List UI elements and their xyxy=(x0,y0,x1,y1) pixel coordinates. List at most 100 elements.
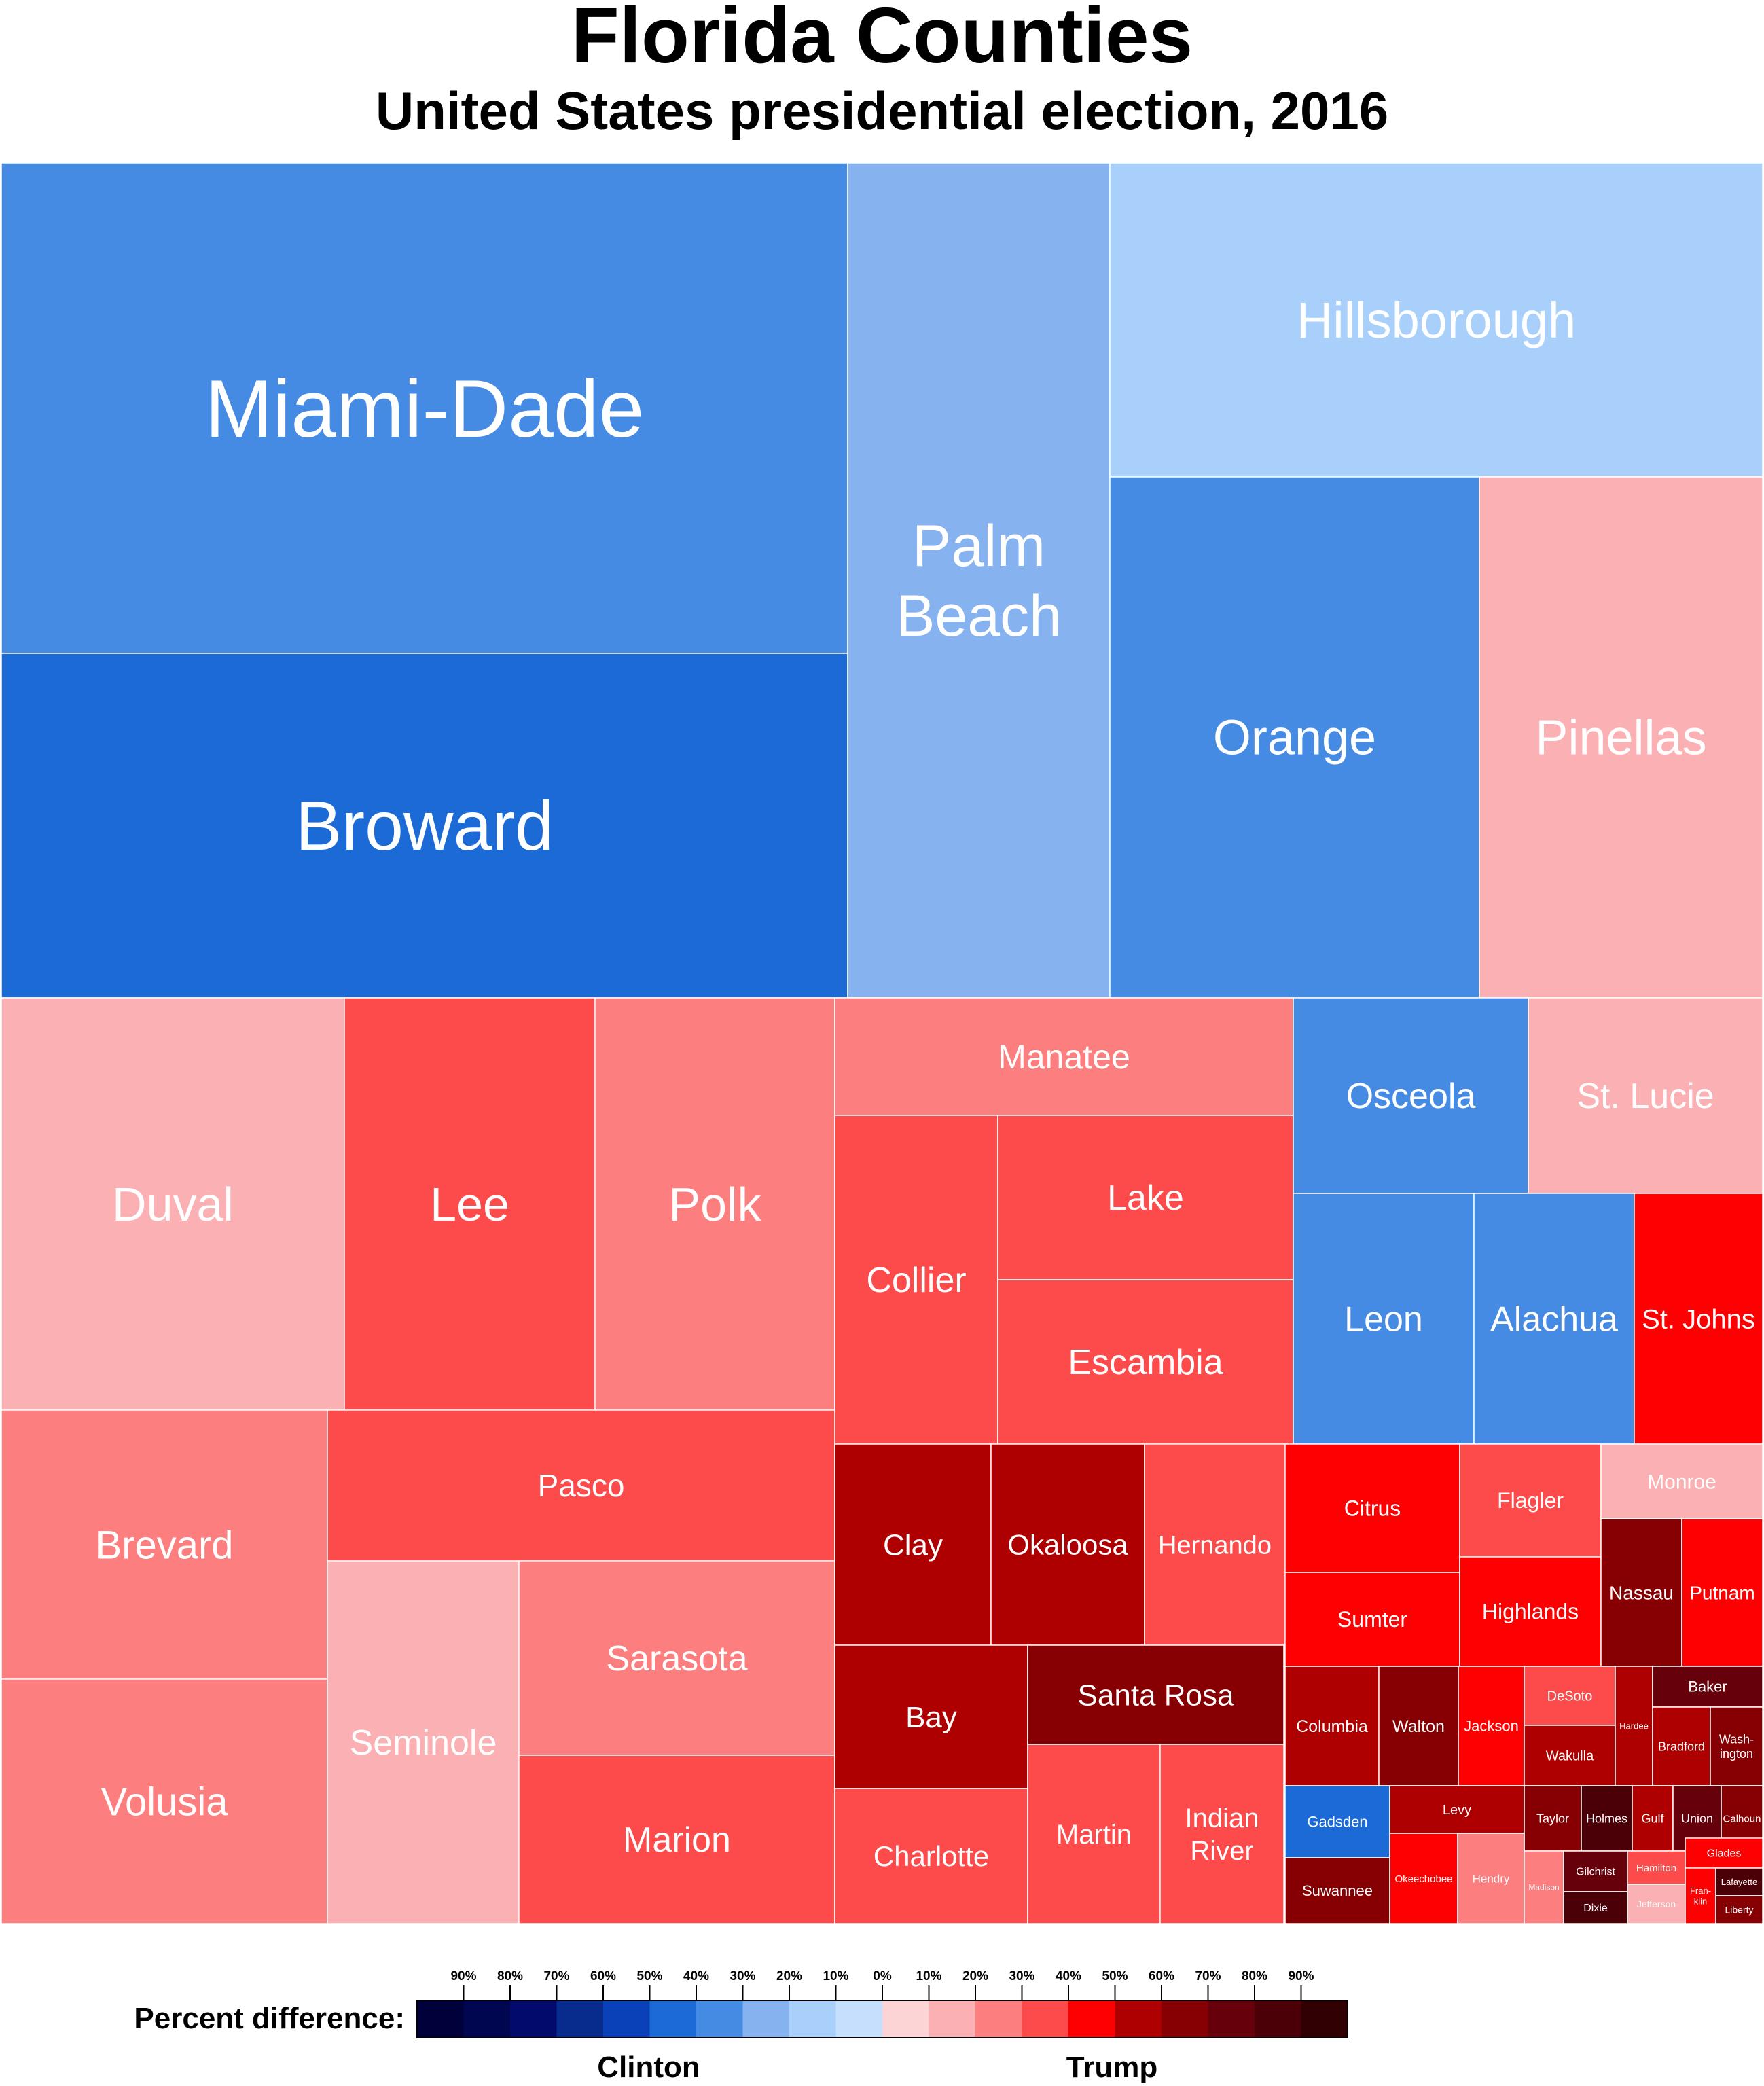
county-cell-pasco xyxy=(327,1409,835,1562)
legend-tick-label-2: 70% xyxy=(543,1969,569,1983)
county-cell-clay xyxy=(834,1443,992,1646)
legend-tick-label-12: 30% xyxy=(1009,1969,1034,1983)
legend-tick-label-0: 90% xyxy=(450,1969,476,1983)
county-label-alachua: Alachua xyxy=(1490,1300,1618,1339)
county-label-marion: Marion xyxy=(623,1820,731,1860)
county-label-palm-beach: Palm Beach xyxy=(896,514,1062,649)
county-cell-osceola xyxy=(1293,997,1529,1194)
legend-tick-label-11: 20% xyxy=(962,1969,988,1983)
county-cell-polk xyxy=(594,997,835,1411)
county-cell-leon xyxy=(1293,1193,1475,1445)
county-label-hernando: Hernando xyxy=(1158,1531,1272,1560)
legend-tick-label-9: 0% xyxy=(873,1969,892,1983)
county-label-suwannee: Suwannee xyxy=(1302,1882,1373,1899)
county-cell-charlotte xyxy=(834,1788,1028,1924)
county-cell-gadsden xyxy=(1284,1785,1390,1858)
county-cell-indian-river xyxy=(1159,1744,1284,1924)
county-label-pasco: Pasco xyxy=(538,1468,625,1503)
legend-swatch-7 xyxy=(742,2000,790,2038)
legend-tick-label-10: 10% xyxy=(916,1969,941,1983)
county-cell-wash-ington xyxy=(1710,1706,1763,1786)
county-label-collier: Collier xyxy=(866,1261,966,1300)
legend-swatch-5 xyxy=(649,2000,697,2038)
county-cell-miami-dade xyxy=(1,162,848,654)
county-cell-orange xyxy=(1109,476,1480,999)
legend-swatch-8 xyxy=(789,2000,836,2038)
county-cell-levy xyxy=(1389,1785,1525,1834)
county-label-charlotte: Charlotte xyxy=(874,1840,989,1872)
county-label-lake: Lake xyxy=(1107,1179,1184,1218)
county-label-lee: Lee xyxy=(430,1178,509,1231)
county-cell-baker xyxy=(1652,1666,1763,1708)
county-cell-desoto xyxy=(1524,1666,1616,1726)
chart-subtitle: United States presidential election, 201… xyxy=(375,81,1389,141)
county-cell-hendry xyxy=(1457,1833,1525,1924)
county-cell-nassau xyxy=(1600,1518,1682,1667)
county-cell-st-lucie xyxy=(1528,997,1763,1194)
county-label-lafayette: Lafayette xyxy=(1721,1877,1758,1887)
county-label-clay: Clay xyxy=(883,1528,943,1562)
legend-tick-label-14: 50% xyxy=(1102,1969,1128,1983)
county-cell-jackson xyxy=(1458,1666,1525,1786)
legend-swatch-2 xyxy=(510,2000,557,2038)
county-cell-alachua xyxy=(1473,1193,1635,1445)
county-label-gulf: Gulf xyxy=(1641,1812,1664,1825)
legend-tick-label-3: 60% xyxy=(590,1969,616,1983)
county-label-bradford: Bradford xyxy=(1658,1740,1705,1753)
county-label-glades: Glades xyxy=(1707,1848,1742,1860)
county-cell-sarasota xyxy=(518,1560,835,1756)
county-label-miami-dade: Miami-Dade xyxy=(205,363,645,454)
county-label-duval: Duval xyxy=(112,1178,234,1231)
legend-tick-label-8: 10% xyxy=(823,1969,848,1983)
county-label-bay: Bay xyxy=(905,1701,957,1734)
county-label-desoto: DeSoto xyxy=(1547,1689,1593,1704)
county-cell-collier xyxy=(834,1115,998,1445)
legend-swatch-18 xyxy=(1255,2000,1301,2038)
county-label-gadsden: Gadsden xyxy=(1307,1814,1367,1831)
county-label-santa-rosa: Santa Rosa xyxy=(1078,1678,1234,1712)
county-label-osceola: Osceola xyxy=(1346,1077,1476,1116)
county-label-citrus: Citrus xyxy=(1344,1496,1401,1521)
county-label-dixie: Dixie xyxy=(1583,1903,1608,1914)
county-label-brevard: Brevard xyxy=(95,1523,233,1567)
county-label-orange: Orange xyxy=(1213,711,1376,766)
county-label-monroe: Monroe xyxy=(1647,1471,1716,1494)
county-label-walton: Walton xyxy=(1392,1717,1445,1736)
legend-swatch-16 xyxy=(1162,2000,1208,2038)
county-label-fran-klin: Fran-klin xyxy=(1690,1886,1711,1907)
county-label-jefferson: Jefferson xyxy=(1637,1899,1676,1909)
county-cell-wakulla xyxy=(1524,1725,1616,1786)
county-cell-broward xyxy=(1,653,848,999)
chart-title: Florida Counties xyxy=(571,0,1193,79)
legend-swatch-6 xyxy=(696,2000,743,2038)
county-cell-liberty xyxy=(1715,1895,1763,1924)
county-label-gilchrist: Gilchrist xyxy=(1576,1867,1615,1878)
legend-right-label: Trump xyxy=(1066,2051,1157,2084)
legend-tick-label-7: 20% xyxy=(776,1969,802,1983)
county-cell-hillsborough xyxy=(1109,162,1763,478)
county-cell-brevard xyxy=(1,1409,328,1680)
county-label-highlands: Highlands xyxy=(1482,1600,1579,1624)
county-label-putnam: Putnam xyxy=(1689,1582,1755,1603)
county-cell-seminole xyxy=(327,1560,520,1924)
legend-swatch-0 xyxy=(417,2000,464,2038)
county-cell-bay xyxy=(834,1644,1028,1789)
county-cell-putnam xyxy=(1681,1518,1763,1667)
county-label-sumter: Sumter xyxy=(1337,1607,1407,1632)
county-label-flagler: Flagler xyxy=(1497,1488,1564,1513)
county-cell-martin xyxy=(1027,1744,1161,1924)
county-label-wash-ington: Wash-ington xyxy=(1719,1733,1754,1761)
legend-swatch-14 xyxy=(1068,2000,1115,2038)
county-label-liberty: Liberty xyxy=(1725,1904,1753,1915)
county-cell-manatee xyxy=(834,997,1294,1116)
county-cell-escambia xyxy=(997,1279,1294,1445)
county-label-seminole: Seminole xyxy=(350,1723,497,1763)
county-cell-lafayette xyxy=(1715,1867,1763,1896)
legend-swatch-15 xyxy=(1115,2000,1162,2038)
county-cell-marion xyxy=(518,1755,835,1924)
county-label-st-lucie: St. Lucie xyxy=(1577,1077,1714,1116)
county-label-sarasota: Sarasota xyxy=(606,1639,747,1678)
county-label-nassau: Nassau xyxy=(1609,1582,1674,1603)
county-label-broward: Broward xyxy=(295,787,554,865)
